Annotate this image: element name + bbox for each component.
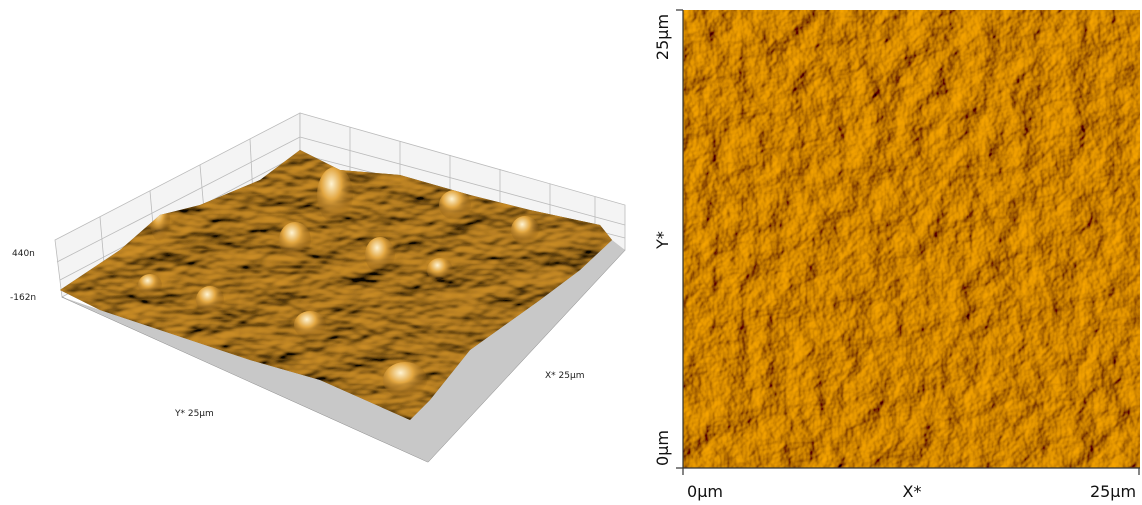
z-min-label: -162n [10, 293, 36, 303]
x-left-label: 0µm [687, 482, 723, 501]
y-top-label: 25µm [653, 14, 672, 60]
x-axis-label: X* [903, 482, 922, 501]
afm-image [683, 10, 1140, 468]
y-axis-label-3d: Y* 25µm [174, 409, 214, 419]
x-axis-label-3d: X* 25µm [545, 371, 584, 381]
x-right-label: 25µm [1090, 482, 1136, 501]
z-max-label: 440n [12, 249, 35, 259]
y-axis-label: Y* [653, 231, 672, 250]
figure: 440n -162n Y* 25µm X* 25µm 25µm Y* 0µm 0… [0, 0, 1142, 505]
y-bottom-label: 0µm [653, 430, 672, 466]
